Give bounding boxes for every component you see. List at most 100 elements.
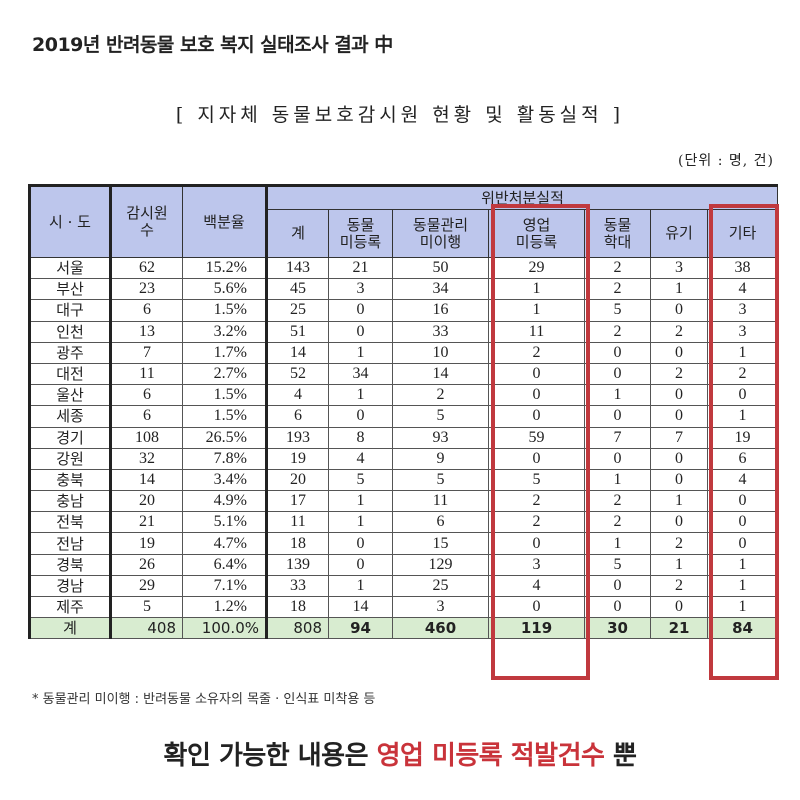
cell-percentage: 1.7% — [182, 341, 268, 364]
header-abuse-line2: 학대 — [603, 232, 632, 251]
header-other: 기타 — [706, 209, 779, 258]
document-title: 2019년 반려동물 보호 복지 실태조사 결과 中 — [32, 34, 393, 56]
cell-unregistered: 8 — [328, 426, 393, 449]
cell-abuse: 2 — [584, 511, 651, 534]
cell-mismanagement: 129 — [392, 553, 489, 576]
cell-abuse: 0 — [584, 574, 651, 598]
header-total-label: 계 — [291, 224, 305, 242]
cell-other: 19 — [706, 426, 779, 449]
footnote: * 동물관리 미이행 : 반려동물 소유자의 목줄 · 인식표 미착용 등 — [32, 692, 376, 707]
cell-abandon: 0 — [650, 341, 708, 364]
cell-business-unregistered: 0 — [488, 384, 585, 407]
cell-percentage: 1.2% — [182, 595, 268, 619]
cell-abandon: 0 — [650, 299, 708, 322]
cell-mismanagement: 25 — [392, 574, 489, 598]
cell-inspectors: 14 — [109, 468, 183, 492]
total-cell-inspectors: 408 — [109, 617, 183, 640]
cell-abandon: 2 — [650, 532, 708, 555]
cell-inspectors: 108 — [109, 426, 183, 449]
header-mismanagement-line2: 미이행 — [419, 232, 462, 251]
cell-abandon: 0 — [650, 405, 708, 428]
cell-region: 충북 — [28, 468, 111, 492]
cell-unregistered: 0 — [328, 320, 393, 343]
cell-mismanagement: 16 — [392, 299, 489, 322]
cell-other: 0 — [706, 384, 779, 407]
cell-abandon: 0 — [650, 447, 708, 470]
table-row: 경북 26 6.4% 139 0 129 3 5 1 1 — [28, 553, 779, 576]
cell-abuse: 0 — [584, 447, 651, 470]
table-row: 강원 32 7.8% 19 4 9 0 0 0 6 — [28, 447, 779, 470]
cell-unregistered: 1 — [328, 384, 393, 407]
total-cell-abandon: 21 — [650, 617, 708, 640]
cell-mismanagement: 9 — [392, 447, 489, 470]
cell-abuse: 1 — [584, 532, 651, 555]
cell-inspectors: 19 — [109, 532, 183, 555]
cell-abuse: 1 — [584, 384, 651, 407]
cell-other: 1 — [706, 595, 779, 619]
conclusion-emphasis: 영업 미등록 적발건수 — [376, 741, 605, 771]
cell-region: 전남 — [28, 532, 111, 555]
cell-mismanagement: 11 — [392, 490, 489, 513]
total-cell-total: 808 — [266, 617, 329, 640]
cell-unregistered: 0 — [328, 532, 393, 555]
cell-unregistered: 34 — [328, 362, 393, 386]
cell-total: 143 — [266, 256, 329, 280]
cell-other: 0 — [706, 532, 779, 555]
total-cell-mismanagement: 460 — [392, 617, 489, 640]
cell-business-unregistered: 1 — [488, 299, 585, 322]
cell-total: 20 — [266, 468, 329, 492]
cell-percentage: 15.2% — [182, 256, 268, 280]
cell-abuse: 0 — [584, 595, 651, 619]
table-row: 제주 5 1.2% 18 14 3 0 0 0 1 — [28, 595, 779, 619]
cell-unregistered: 1 — [328, 511, 393, 534]
cell-business-unregistered: 0 — [488, 532, 585, 555]
cell-inspectors: 13 — [109, 320, 183, 343]
header-abandon-label: 유기 — [665, 224, 693, 242]
cell-mismanagement: 50 — [392, 256, 489, 280]
cell-abuse: 5 — [584, 299, 651, 322]
cell-total: 193 — [266, 426, 329, 449]
cell-business-unregistered: 2 — [488, 341, 585, 364]
cell-inspectors: 21 — [109, 511, 183, 534]
cell-abuse: 0 — [584, 341, 651, 364]
cell-total: 139 — [266, 553, 329, 576]
cell-unregistered: 1 — [328, 341, 393, 364]
header-inspectors: 감시원 수 — [109, 184, 183, 258]
cell-region: 대전 — [28, 362, 111, 386]
cell-unregistered: 0 — [328, 553, 393, 576]
cell-total: 18 — [266, 595, 329, 619]
conclusion-prefix: 확인 가능한 내용은 — [163, 741, 377, 771]
cell-abandon: 0 — [650, 384, 708, 407]
cell-region: 전북 — [28, 511, 111, 534]
cell-abandon: 1 — [650, 490, 708, 513]
cell-abandon: 3 — [650, 256, 708, 280]
table-row: 전남 19 4.7% 18 0 15 0 1 2 0 — [28, 532, 779, 555]
cell-total: 33 — [266, 574, 329, 598]
header-abuse-line1: 동물 — [603, 215, 632, 234]
cell-percentage: 3.4% — [182, 468, 268, 492]
cell-other: 6 — [706, 447, 779, 470]
cell-percentage: 7.8% — [182, 447, 268, 470]
cell-inspectors: 6 — [109, 405, 183, 428]
cell-region: 울산 — [28, 384, 111, 407]
cell-percentage: 6.4% — [182, 553, 268, 576]
header-unregistered: 동물 미등록 — [328, 209, 393, 258]
cell-unregistered: 0 — [328, 299, 393, 322]
cell-business-unregistered: 3 — [488, 553, 585, 576]
cell-mismanagement: 10 — [392, 341, 489, 364]
conclusion-suffix: 뿐 — [604, 741, 637, 771]
cell-total: 19 — [266, 447, 329, 470]
cell-inspectors: 5 — [109, 595, 183, 619]
section-title: [ 지자체 동물보호감시원 현황 및 활동실적 ] — [175, 104, 625, 126]
cell-mismanagement: 5 — [392, 468, 489, 492]
table-row: 전북 21 5.1% 11 1 6 2 2 0 0 — [28, 511, 779, 534]
cell-total: 18 — [266, 532, 329, 555]
cell-mismanagement: 5 — [392, 405, 489, 428]
header-mismanagement-line1: 동물관리 — [412, 215, 469, 234]
cell-abandon: 2 — [650, 362, 708, 386]
cell-percentage: 26.5% — [182, 426, 268, 449]
total-cell-abuse: 30 — [584, 617, 651, 640]
cell-percentage: 3.2% — [182, 320, 268, 343]
cell-total: 11 — [266, 511, 329, 534]
cell-other: 4 — [706, 278, 779, 301]
